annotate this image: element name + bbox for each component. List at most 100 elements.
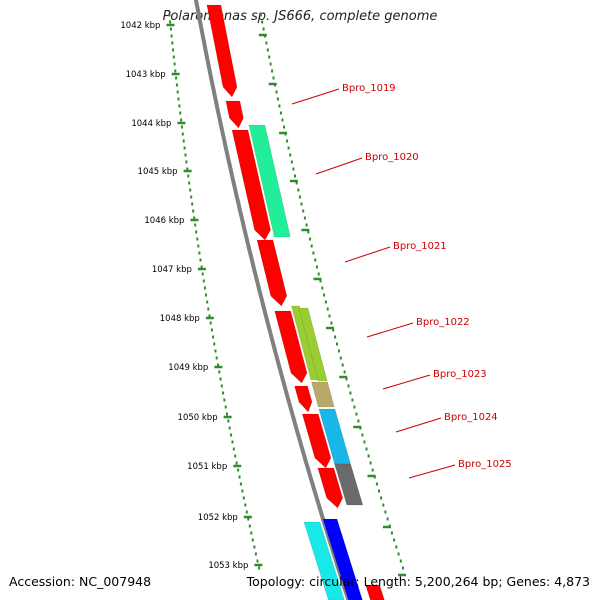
ruler-dot: [196, 237, 199, 241]
ruler-dot: [305, 223, 308, 227]
gene-label[interactable]: Bpro_1023: [433, 369, 487, 380]
gene-label[interactable]: Bpro_1019: [342, 83, 396, 94]
ruler-dot: [186, 167, 189, 171]
leader-line: [366, 322, 414, 338]
ruler-dot: [309, 237, 311, 241]
ruler-dot: [386, 517, 389, 521]
ruler-dot: [201, 272, 204, 276]
gene-arrow[interactable]: [248, 124, 291, 238]
topology-text: Topology: circular; Length: 5,200,264 bp…: [246, 574, 590, 589]
ruler-dot: [256, 559, 259, 563]
ruler-dot: [219, 377, 222, 381]
gene-label[interactable]: Bpro_1025: [458, 459, 512, 470]
gene-arrow[interactable]: [334, 463, 364, 506]
genome-backbone: [193, 0, 351, 600]
ruler-dot: [312, 251, 315, 255]
gene-arrow[interactable]: [301, 413, 332, 469]
ruler-dot: [234, 454, 237, 458]
gene-label[interactable]: Bpro_1021: [393, 241, 447, 252]
ruler-dot: [170, 34, 173, 38]
ruler-dot: [190, 195, 193, 199]
gene-label[interactable]: Bpro_1020: [365, 152, 419, 163]
ruler-dot: [351, 398, 354, 402]
ruler-dot: [265, 41, 268, 45]
ruler-dot: [297, 188, 300, 192]
ruler-dot: [193, 216, 196, 220]
gene-arrow[interactable]: [231, 129, 271, 241]
gene-features: [206, 4, 385, 600]
ruler-dot: [307, 230, 310, 234]
ruler-dot: [310, 244, 313, 248]
ruler-dot: [334, 335, 337, 339]
gene-label[interactable]: Bpro_1024: [444, 412, 498, 423]
ruler-dot: [397, 552, 400, 556]
ruler-dot: [188, 181, 191, 185]
ruler-dot: [393, 538, 396, 542]
ruler-dot: [173, 62, 176, 66]
ruler-dot: [262, 27, 265, 31]
ruler-dot: [371, 468, 374, 472]
ruler-dot: [244, 503, 247, 507]
ruler-dot: [278, 104, 281, 108]
ruler-dot: [203, 286, 206, 290]
ruler-dot: [375, 482, 378, 486]
ruler-dot: [177, 97, 180, 101]
accession-text: Accession: NC_007948: [9, 574, 152, 589]
ruler-dot: [224, 405, 227, 409]
gene-arrow[interactable]: [206, 4, 238, 98]
ruler-dot: [254, 552, 257, 556]
ruler-dot: [369, 461, 372, 465]
gene-arrow[interactable]: [311, 381, 335, 408]
ruler-dot: [174, 69, 177, 73]
scale-label: 1049 kbp: [168, 363, 208, 373]
map-title: Polaromonas sp. JS666, complete genome: [162, 9, 438, 24]
ruler-dot: [214, 349, 217, 353]
ruler-dot: [238, 475, 241, 479]
ruler-dot: [259, 13, 262, 17]
ruler-dot: [324, 300, 327, 304]
ruler-dot: [169, 27, 172, 31]
ruler-dot: [205, 293, 207, 297]
ruler-dot: [245, 510, 248, 514]
ruler-dot: [172, 48, 174, 52]
ruler-dot: [191, 202, 194, 206]
ruler-dot: [192, 209, 195, 213]
ruler-dot: [250, 531, 253, 535]
ruler-dot: [355, 412, 358, 416]
gene-arrow[interactable]: [365, 584, 385, 600]
ruler-dot: [321, 286, 324, 290]
ruler-dot: [232, 447, 235, 451]
ruler-dot: [343, 370, 346, 374]
ruler-dot: [189, 188, 192, 192]
ruler-dot: [202, 279, 205, 283]
gene-arrow[interactable]: [256, 239, 288, 307]
gene-label-leaders: [291, 88, 456, 479]
scale-label: 1043 kbp: [126, 70, 166, 80]
ruler-dot: [241, 489, 244, 493]
scale-label: 1044 kbp: [131, 119, 171, 129]
ruler-dot: [341, 363, 344, 367]
gene-label[interactable]: Bpro_1022: [416, 317, 470, 328]
scale-label: 1052 kbp: [198, 513, 238, 523]
gene-arrow[interactable]: [274, 310, 308, 384]
ruler-dot: [390, 531, 393, 535]
gene-arrow[interactable]: [225, 100, 244, 129]
gene-arrow[interactable]: [298, 307, 328, 382]
leader-line: [291, 88, 340, 105]
ruler-dot: [251, 538, 254, 542]
scale-label: 1048 kbp: [160, 314, 200, 324]
ruler-dot: [339, 356, 342, 360]
ruler-dot: [218, 370, 221, 374]
ruler-dot: [314, 258, 317, 262]
ruler-dot: [378, 489, 380, 493]
ruler-dot: [399, 559, 402, 563]
ruler-dot: [223, 398, 226, 402]
gene-arrow[interactable]: [322, 518, 363, 600]
ruler-dot: [180, 118, 183, 122]
ruler-dot: [230, 433, 233, 437]
gene-arrow[interactable]: [294, 385, 313, 413]
ruler-dot: [315, 265, 318, 269]
gene-arrow[interactable]: [303, 521, 345, 600]
gene-arrow[interactable]: [317, 467, 344, 509]
ruler-dot: [332, 328, 335, 332]
